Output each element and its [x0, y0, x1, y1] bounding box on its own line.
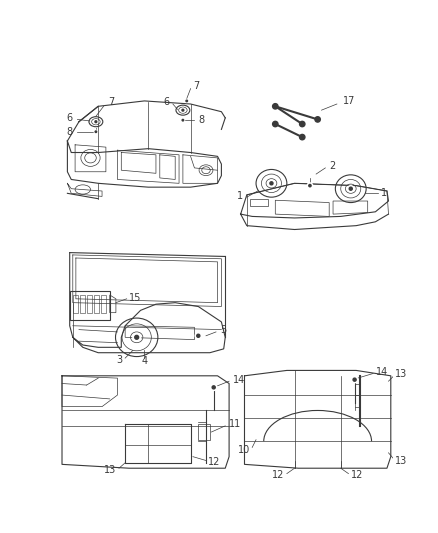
Circle shape — [300, 122, 305, 127]
Circle shape — [182, 109, 184, 111]
Text: 4: 4 — [141, 356, 148, 366]
Text: 3: 3 — [117, 356, 123, 366]
Text: 13: 13 — [104, 465, 116, 475]
Circle shape — [95, 121, 97, 123]
Circle shape — [195, 333, 201, 339]
Circle shape — [197, 334, 200, 337]
Circle shape — [272, 122, 278, 127]
Circle shape — [182, 119, 184, 121]
Text: 13: 13 — [395, 456, 407, 465]
Circle shape — [186, 100, 187, 102]
Text: 11: 11 — [229, 419, 241, 429]
Circle shape — [211, 384, 217, 391]
Circle shape — [94, 130, 97, 133]
Circle shape — [272, 103, 278, 109]
Text: 12: 12 — [351, 470, 363, 480]
Text: 7: 7 — [193, 80, 199, 91]
Text: 1: 1 — [237, 191, 243, 201]
Circle shape — [348, 185, 354, 192]
Text: 8: 8 — [198, 115, 205, 125]
Circle shape — [352, 377, 358, 383]
Text: 14: 14 — [233, 375, 245, 385]
Circle shape — [135, 335, 138, 339]
Text: 8: 8 — [67, 127, 73, 137]
Text: 2: 2 — [329, 160, 336, 171]
Text: 7: 7 — [108, 98, 114, 108]
Circle shape — [307, 183, 313, 188]
Circle shape — [133, 334, 141, 341]
Text: 6: 6 — [67, 113, 73, 123]
Circle shape — [349, 187, 352, 190]
Circle shape — [309, 184, 311, 187]
Circle shape — [94, 120, 98, 124]
Circle shape — [95, 131, 97, 133]
Circle shape — [300, 134, 305, 140]
Text: 14: 14 — [376, 367, 389, 377]
Text: 15: 15 — [129, 293, 141, 303]
Circle shape — [268, 180, 275, 187]
Text: 6: 6 — [163, 96, 169, 107]
Circle shape — [270, 182, 273, 185]
Text: 5: 5 — [220, 325, 226, 335]
Circle shape — [181, 119, 184, 122]
Text: 12: 12 — [272, 470, 285, 480]
Circle shape — [185, 99, 188, 102]
Circle shape — [315, 117, 320, 122]
Text: 10: 10 — [238, 445, 250, 455]
Text: 17: 17 — [343, 96, 355, 106]
Circle shape — [181, 108, 185, 112]
Circle shape — [353, 378, 356, 381]
Circle shape — [212, 386, 215, 389]
Text: 12: 12 — [208, 457, 221, 467]
Text: 13: 13 — [395, 369, 407, 379]
Text: 1: 1 — [381, 188, 387, 198]
